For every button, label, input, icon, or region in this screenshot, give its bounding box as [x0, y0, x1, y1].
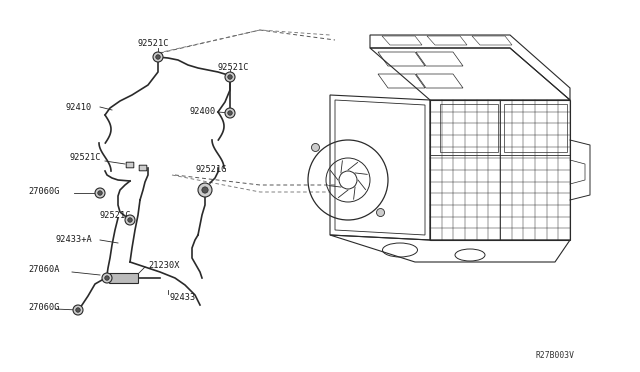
Text: 92433: 92433 — [170, 294, 196, 302]
Text: 27060G: 27060G — [28, 304, 60, 312]
Text: 27060A: 27060A — [28, 266, 60, 275]
Circle shape — [125, 215, 135, 225]
FancyBboxPatch shape — [126, 162, 134, 168]
Circle shape — [153, 52, 163, 62]
Circle shape — [73, 305, 83, 315]
Circle shape — [376, 209, 385, 217]
Circle shape — [228, 75, 232, 79]
Text: 92521C: 92521C — [218, 64, 250, 73]
Text: R27B003V: R27B003V — [535, 350, 574, 359]
FancyBboxPatch shape — [140, 165, 147, 171]
Text: 92521C: 92521C — [138, 38, 170, 48]
Text: 92521C: 92521C — [100, 211, 131, 219]
Text: 92433+A: 92433+A — [55, 235, 92, 244]
Circle shape — [198, 183, 212, 197]
Circle shape — [225, 72, 235, 82]
Circle shape — [98, 191, 102, 195]
Circle shape — [312, 144, 319, 151]
Circle shape — [156, 55, 160, 59]
Circle shape — [202, 187, 208, 193]
Circle shape — [128, 218, 132, 222]
Text: 92410: 92410 — [65, 103, 92, 112]
Circle shape — [225, 108, 235, 118]
Text: 21230X: 21230X — [148, 260, 179, 269]
Circle shape — [228, 111, 232, 115]
Circle shape — [102, 273, 112, 283]
FancyBboxPatch shape — [109, 273, 138, 283]
Text: 92400: 92400 — [190, 108, 216, 116]
Circle shape — [95, 188, 105, 198]
Text: 92521G: 92521G — [195, 166, 227, 174]
Text: 92521C: 92521C — [70, 154, 102, 163]
Circle shape — [76, 308, 80, 312]
Circle shape — [105, 276, 109, 280]
Text: 27060G: 27060G — [28, 187, 60, 196]
